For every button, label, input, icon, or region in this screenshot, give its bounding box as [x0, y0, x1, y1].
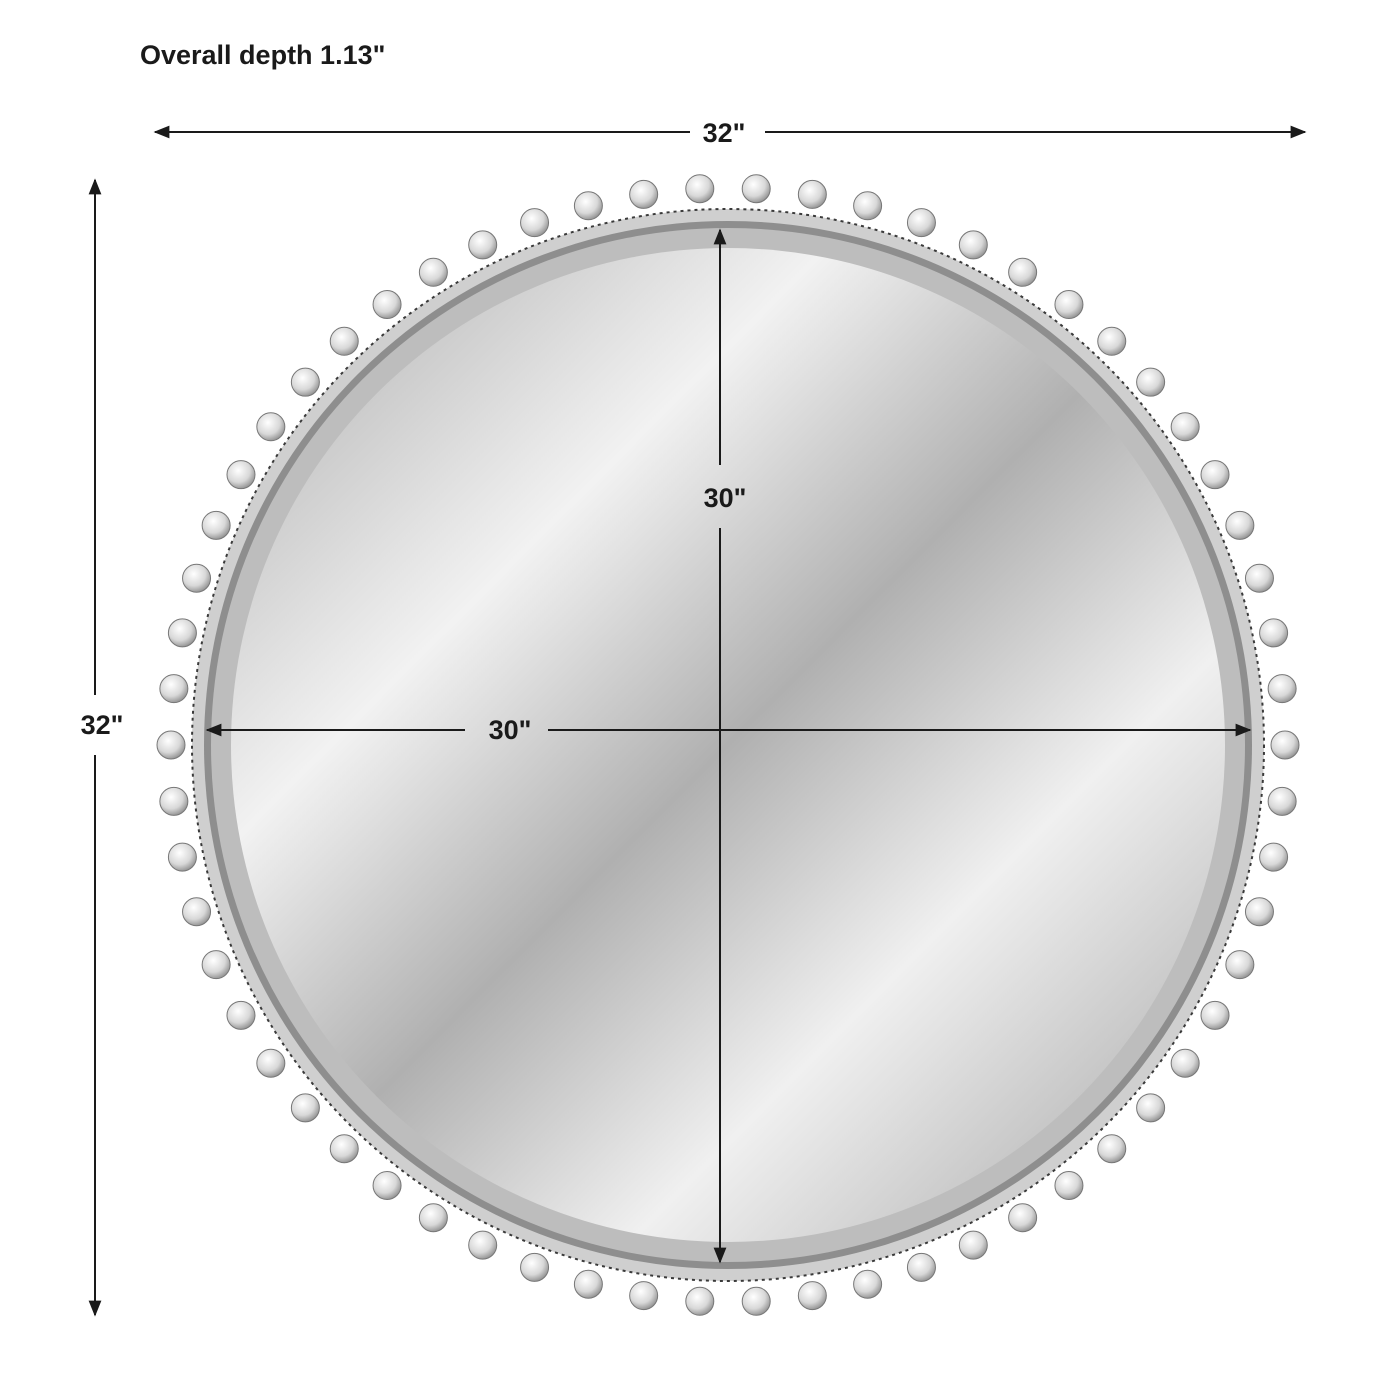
bead: [290, 1093, 320, 1123]
bead: [741, 174, 771, 204]
bead: [329, 1134, 359, 1164]
bead: [629, 1281, 659, 1311]
bead: [226, 1000, 256, 1030]
bead: [520, 1252, 550, 1282]
bead: [1008, 1203, 1038, 1233]
bead: [256, 412, 286, 442]
bead: [372, 1170, 402, 1200]
bead: [1259, 842, 1289, 872]
bead: [372, 290, 402, 320]
bead: [167, 842, 197, 872]
bead: [1267, 786, 1297, 816]
bead: [156, 730, 186, 760]
mirror-width-label: 30": [489, 715, 532, 745]
bead: [1136, 1093, 1166, 1123]
bead: [256, 1048, 286, 1078]
bead: [182, 897, 212, 927]
bead: [468, 230, 498, 260]
bead: [159, 674, 189, 704]
bead: [159, 786, 189, 816]
bead: [1054, 1170, 1084, 1200]
bead: [329, 326, 359, 356]
bead: [520, 208, 550, 238]
bead: [1054, 290, 1084, 320]
bead: [1097, 1134, 1127, 1164]
bead: [1097, 326, 1127, 356]
bead: [418, 1203, 448, 1233]
mirror-height-label: 30": [704, 483, 747, 513]
bead: [853, 191, 883, 221]
bead: [573, 1269, 603, 1299]
bead: [1170, 1048, 1200, 1078]
bead: [167, 618, 197, 648]
bead: [1259, 618, 1289, 648]
bead: [1200, 460, 1230, 490]
overall-depth-label: Overall depth 1.13": [140, 40, 386, 70]
bead: [1170, 412, 1200, 442]
bead: [1225, 950, 1255, 980]
bead: [685, 1286, 715, 1316]
bead: [201, 510, 231, 540]
bead: [958, 1230, 988, 1260]
bead: [629, 179, 659, 209]
bead: [1267, 674, 1297, 704]
bead: [853, 1269, 883, 1299]
bead: [906, 1252, 936, 1282]
bead: [182, 563, 212, 593]
mirror-glass: [231, 248, 1225, 1242]
bead: [958, 230, 988, 260]
bead: [226, 460, 256, 490]
bead: [1225, 510, 1255, 540]
overall-width-label: 32": [703, 118, 746, 148]
bead: [1136, 367, 1166, 397]
bead: [741, 1286, 771, 1316]
bead: [1008, 257, 1038, 287]
bead: [797, 179, 827, 209]
bead: [685, 174, 715, 204]
bead: [418, 257, 448, 287]
bead: [1200, 1000, 1230, 1030]
bead: [797, 1281, 827, 1311]
bead: [573, 191, 603, 221]
bead: [906, 208, 936, 238]
bead: [1244, 563, 1274, 593]
overall-height-label: 32": [81, 710, 124, 740]
bead: [1270, 730, 1300, 760]
bead: [468, 1230, 498, 1260]
bead-ring: [156, 174, 1300, 1316]
bead: [201, 950, 231, 980]
bead: [290, 367, 320, 397]
bead: [1244, 897, 1274, 927]
